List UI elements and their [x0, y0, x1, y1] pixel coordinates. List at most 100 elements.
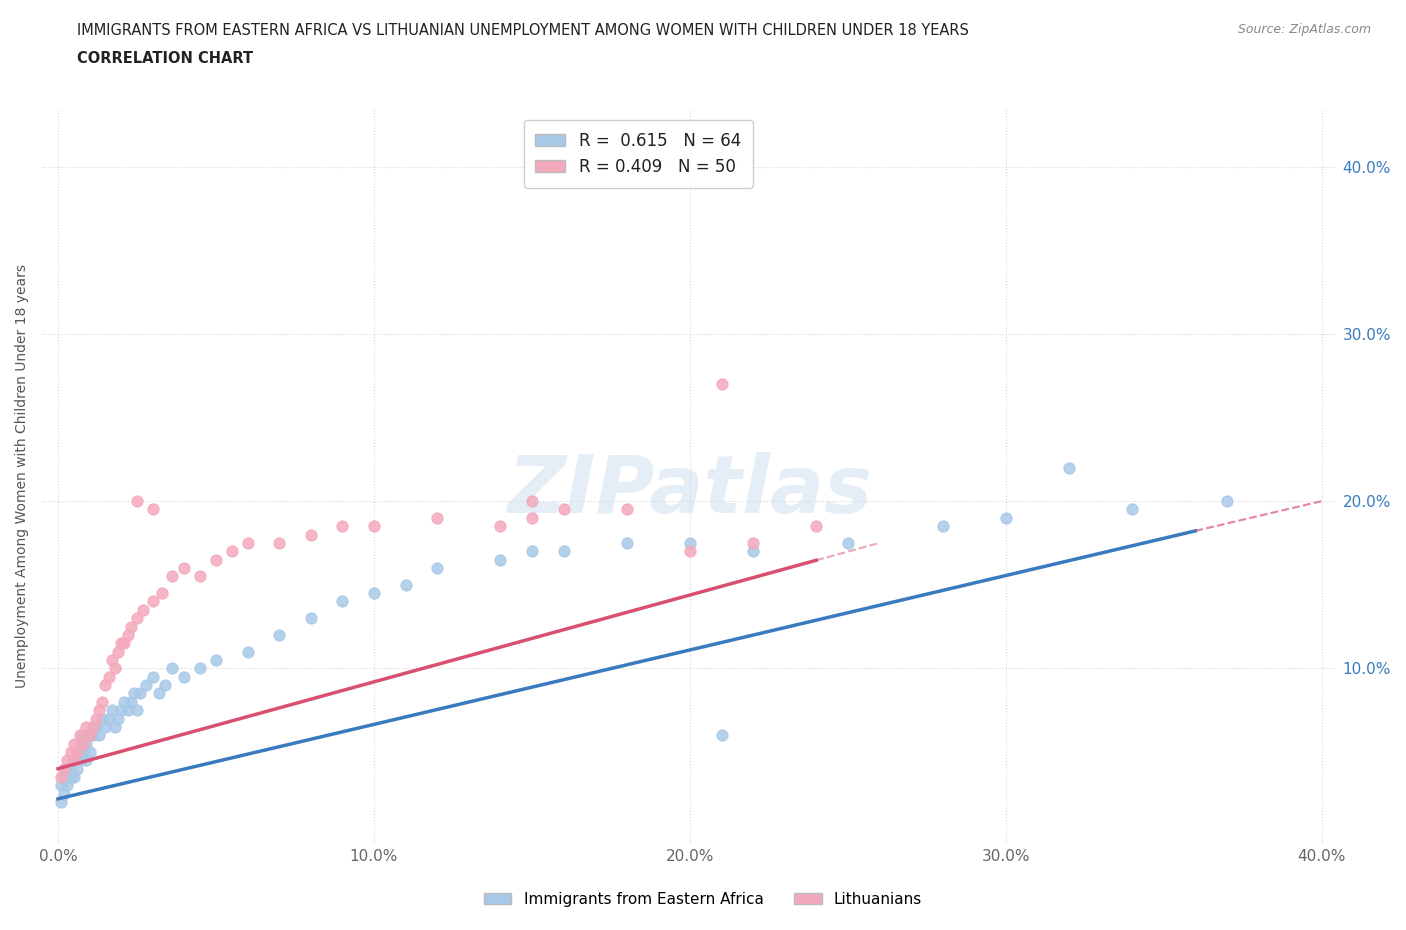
Point	[1216, 494, 1239, 509]
Point	[188, 661, 211, 676]
Point	[363, 519, 385, 534]
Point	[160, 661, 183, 676]
Point	[299, 527, 322, 542]
Point	[125, 703, 148, 718]
Point	[72, 737, 94, 751]
Point	[56, 762, 79, 777]
Point	[710, 377, 733, 392]
Point	[616, 502, 638, 517]
Point	[837, 536, 859, 551]
Point	[87, 728, 110, 743]
Text: CORRELATION CHART: CORRELATION CHART	[77, 51, 253, 66]
Point	[188, 569, 211, 584]
Point	[120, 619, 142, 634]
Point	[84, 711, 107, 726]
Point	[330, 519, 353, 534]
Point	[66, 745, 89, 760]
Text: ZIPatlas: ZIPatlas	[508, 452, 872, 530]
Point	[91, 695, 114, 710]
Legend: Immigrants from Eastern Africa, Lithuanians: Immigrants from Eastern Africa, Lithuani…	[478, 886, 928, 913]
Text: Source: ZipAtlas.com: Source: ZipAtlas.com	[1237, 23, 1371, 36]
Point	[100, 653, 122, 668]
Y-axis label: Unemployment Among Women with Children Under 18 years: Unemployment Among Women with Children U…	[15, 264, 30, 688]
Point	[710, 728, 733, 743]
Point	[49, 795, 72, 810]
Point	[173, 561, 195, 576]
Point	[94, 678, 117, 693]
Point	[806, 519, 828, 534]
Point	[125, 611, 148, 626]
Point	[117, 703, 139, 718]
Point	[994, 511, 1017, 525]
Point	[56, 778, 79, 793]
Point	[553, 502, 575, 517]
Point	[150, 586, 173, 601]
Point	[426, 511, 449, 525]
Point	[66, 762, 89, 777]
Point	[236, 536, 259, 551]
Point	[110, 703, 132, 718]
Point	[62, 770, 84, 785]
Point	[66, 745, 89, 760]
Point	[132, 603, 155, 618]
Point	[87, 703, 110, 718]
Point	[104, 720, 127, 735]
Point	[742, 544, 765, 559]
Point	[129, 686, 152, 701]
Point	[104, 661, 127, 676]
Point	[62, 753, 84, 768]
Point	[299, 611, 322, 626]
Point	[49, 770, 72, 785]
Point	[236, 644, 259, 659]
Point	[520, 494, 543, 509]
Point	[553, 544, 575, 559]
Point	[117, 628, 139, 643]
Point	[616, 536, 638, 551]
Point	[931, 519, 953, 534]
Point	[79, 728, 101, 743]
Point	[742, 536, 765, 551]
Text: IMMIGRANTS FROM EASTERN AFRICA VS LITHUANIAN UNEMPLOYMENT AMONG WOMEN WITH CHILD: IMMIGRANTS FROM EASTERN AFRICA VS LITHUA…	[77, 23, 969, 38]
Point	[107, 711, 129, 726]
Point	[69, 737, 91, 751]
Point	[75, 720, 97, 735]
Point	[173, 670, 195, 684]
Point	[72, 745, 94, 760]
Point	[59, 762, 82, 777]
Point	[79, 728, 101, 743]
Point	[426, 561, 449, 576]
Point	[79, 745, 101, 760]
Point	[142, 594, 165, 609]
Point	[53, 770, 76, 785]
Point	[205, 653, 228, 668]
Point	[62, 753, 84, 768]
Point	[82, 720, 104, 735]
Point	[112, 695, 135, 710]
Point	[269, 536, 291, 551]
Point	[82, 728, 104, 743]
Point	[269, 628, 291, 643]
Point	[62, 737, 84, 751]
Point	[160, 569, 183, 584]
Point	[520, 544, 543, 559]
Point	[1121, 502, 1143, 517]
Point	[679, 544, 702, 559]
Point	[205, 552, 228, 567]
Point	[120, 695, 142, 710]
Point	[49, 778, 72, 793]
Point	[112, 636, 135, 651]
Point	[59, 770, 82, 785]
Point	[53, 787, 76, 802]
Point	[125, 494, 148, 509]
Point	[142, 670, 165, 684]
Legend: R =  0.615   N = 64, R = 0.409   N = 50: R = 0.615 N = 64, R = 0.409 N = 50	[523, 120, 752, 188]
Point	[148, 686, 170, 701]
Point	[59, 745, 82, 760]
Point	[97, 670, 120, 684]
Point	[520, 511, 543, 525]
Point	[394, 578, 416, 592]
Point	[142, 502, 165, 517]
Point	[75, 737, 97, 751]
Point	[100, 703, 122, 718]
Point	[75, 753, 97, 768]
